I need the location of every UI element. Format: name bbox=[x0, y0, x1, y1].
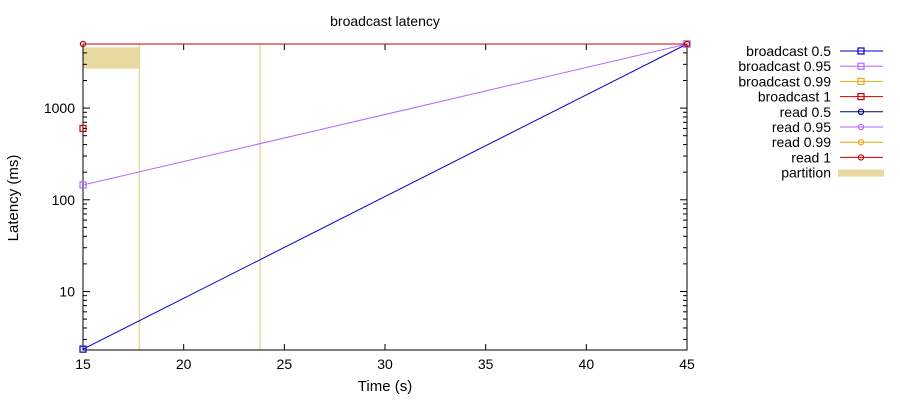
legend-label: read 1 bbox=[791, 149, 831, 165]
x-tick-label: 20 bbox=[176, 356, 192, 372]
legend-label: broadcast 0.99 bbox=[738, 73, 831, 89]
series-line bbox=[82, 43, 688, 350]
data-point bbox=[79, 181, 87, 189]
legend-swatch bbox=[838, 169, 884, 177]
x-tick-label: 25 bbox=[277, 356, 293, 372]
legend-label: partition bbox=[781, 165, 831, 181]
data-point bbox=[79, 345, 87, 353]
series-line bbox=[82, 43, 688, 186]
x-axis-label: Time (s) bbox=[358, 378, 412, 395]
x-tick-label: 30 bbox=[377, 356, 393, 372]
x-tick-label: 45 bbox=[679, 356, 695, 372]
legend-label: broadcast 1 bbox=[758, 89, 831, 105]
x-tick-label: 15 bbox=[75, 356, 91, 372]
legend-marker bbox=[857, 108, 865, 116]
y-tick-label: 100 bbox=[52, 192, 76, 208]
legend-marker bbox=[857, 154, 865, 161]
legend-label: broadcast 0.5 bbox=[746, 43, 831, 59]
data-point bbox=[79, 40, 87, 48]
x-tick-label: 35 bbox=[478, 356, 494, 372]
legend-label: read 0.95 bbox=[772, 119, 831, 135]
legend-marker bbox=[857, 123, 865, 131]
partition-band bbox=[83, 47, 140, 69]
y-axis-label: Latency (ms) bbox=[5, 155, 22, 242]
y-tick-label: 10 bbox=[59, 283, 75, 299]
x-tick-label: 40 bbox=[579, 356, 595, 372]
legend-marker bbox=[857, 47, 865, 55]
legend-marker bbox=[857, 92, 865, 101]
legend-label: read 0.5 bbox=[780, 104, 832, 120]
chart-title: broadcast latency bbox=[330, 13, 440, 29]
y-tick-label: 1000 bbox=[44, 100, 75, 116]
legend-label: read 0.99 bbox=[772, 134, 831, 150]
legend-label: broadcast 0.95 bbox=[738, 58, 831, 74]
data-point bbox=[79, 124, 87, 133]
legend-marker bbox=[857, 62, 865, 70]
data-point bbox=[683, 40, 691, 48]
legend-marker bbox=[857, 77, 865, 86]
legend-marker bbox=[857, 138, 865, 146]
